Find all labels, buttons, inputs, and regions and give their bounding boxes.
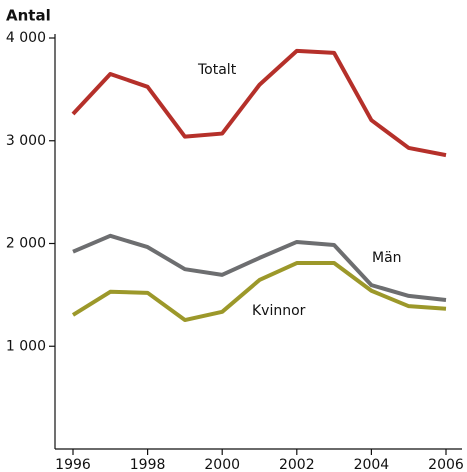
y-tick-label: 1 000 <box>6 338 46 354</box>
series-line <box>71 48 447 158</box>
x-tick-label: 2000 <box>204 457 240 472</box>
series-line <box>71 261 447 323</box>
y-tick-label: 2 000 <box>6 236 46 252</box>
x-tick-label: 1996 <box>55 457 91 472</box>
y-axis-label: Antal <box>6 7 51 25</box>
x-tick-label: 2006 <box>428 457 464 472</box>
series-line <box>72 233 447 303</box>
y-tick-label: 4 000 <box>6 30 46 46</box>
series-label: Kvinnor <box>252 303 306 319</box>
x-tick-label: 2004 <box>354 457 390 472</box>
x-tick-label: 1998 <box>130 457 166 472</box>
series-label: Totalt <box>197 62 237 78</box>
x-tick-label: 2002 <box>279 457 315 472</box>
series-label: Män <box>372 250 402 266</box>
y-tick-label: 3 000 <box>6 133 46 149</box>
